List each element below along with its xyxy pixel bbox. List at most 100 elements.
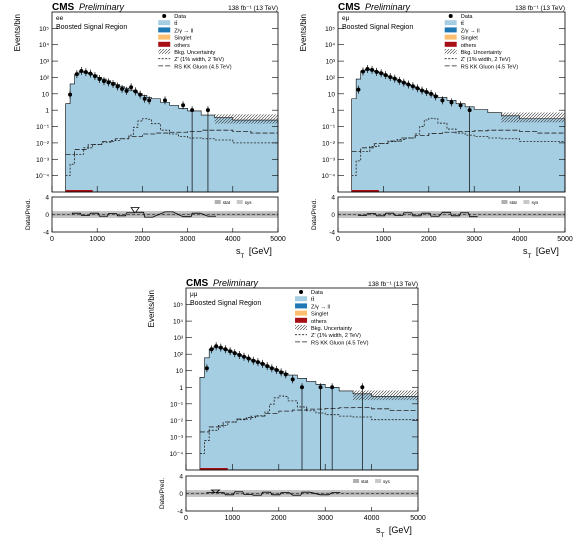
data-point — [360, 385, 365, 390]
legend-label: others — [461, 43, 477, 49]
main-frame — [185, 287, 419, 471]
data-point — [242, 354, 246, 359]
y-axis-title: Events/bin — [147, 290, 156, 327]
cms-label: CMS — [186, 278, 209, 289]
x-tick-label: 5000 — [270, 236, 286, 243]
data-point — [401, 80, 406, 85]
data-point — [406, 82, 411, 87]
y-tick-label: 10⁵ — [325, 26, 335, 33]
y-tick-label: 10³ — [40, 59, 50, 66]
legend-swatch — [444, 34, 457, 40]
y-tick-label: 10² — [40, 75, 50, 82]
y-tick-label: 10⁻¹ — [36, 124, 50, 131]
data-point — [255, 360, 260, 365]
preliminary-label: Preliminary — [213, 278, 259, 288]
legend-swatch — [158, 34, 171, 40]
ratio-frame — [185, 475, 419, 512]
x-tick-label: 4000 — [512, 236, 528, 243]
y-tick-label: 10⁴ — [325, 42, 335, 49]
data-point — [101, 79, 106, 84]
data-point — [300, 385, 304, 390]
data-point — [424, 89, 429, 94]
y-tick-label: 10⁻² — [322, 140, 336, 147]
x-tick-label: 5000 — [557, 236, 573, 243]
ratio-line — [71, 207, 216, 218]
legend-marker-data — [448, 14, 453, 18]
legend-label: RS KK Gluon (4.5 TeV) — [461, 64, 519, 70]
legend-swatch — [158, 41, 171, 47]
signal-zprime-line — [199, 395, 418, 454]
data-point — [79, 68, 84, 73]
main-frame — [337, 11, 566, 193]
data-point — [274, 368, 279, 373]
y-tick-label: 10³ — [174, 335, 184, 342]
y-tick-label: 10² — [174, 352, 184, 359]
y-tick-label: 10⁻³ — [170, 434, 184, 441]
lumi-label: 138 fb⁻¹ (13 TeV) — [368, 281, 418, 288]
ratio-legend-label: stat — [509, 200, 517, 205]
region-label: Boosted Signal Region — [342, 24, 413, 31]
legend-label: Z/γ → ll — [461, 28, 480, 34]
data-point — [467, 108, 472, 113]
data-point — [290, 377, 295, 382]
legend-label: tt̄ — [311, 297, 315, 304]
data-point — [228, 349, 233, 354]
data-point — [111, 81, 116, 86]
data-point — [360, 69, 365, 74]
data-point — [365, 66, 370, 71]
data-point — [88, 71, 93, 76]
x-tick-label: 0 — [184, 515, 188, 522]
ratio-legend-swatch — [501, 200, 508, 204]
legend-label: Z' (1% width, 2 TeV) — [311, 333, 361, 339]
data-point — [181, 103, 186, 108]
data-point — [370, 67, 375, 72]
data-point — [92, 74, 97, 79]
legend-swatch — [295, 317, 308, 323]
x-tick-label: 3000 — [180, 236, 196, 243]
data-point — [115, 84, 120, 89]
legend-swatch — [444, 20, 457, 26]
legend-label: others — [311, 319, 327, 325]
ratio-tick-label: 0 — [179, 491, 183, 498]
x-axis-title: sT [GeV] — [523, 246, 559, 260]
x-tick-label: 2000 — [135, 236, 151, 243]
legend-label: RS KK Gluon (4.5 TeV) — [311, 340, 369, 346]
lumi-label: 138 fb⁻¹ (13 TeV) — [228, 5, 278, 12]
data-point — [383, 73, 388, 78]
data-point — [419, 88, 424, 93]
legend-swatch-hatch — [444, 49, 457, 54]
ratio-tick-label: -4 — [177, 509, 183, 516]
legend-label: tt̄ — [174, 21, 178, 28]
signal-zprime-line — [351, 117, 565, 177]
x-tick-label: 0 — [336, 236, 340, 243]
legend-label: tt̄ — [461, 21, 465, 28]
data-point — [449, 100, 454, 105]
data-point — [223, 347, 228, 352]
data-point — [120, 86, 125, 91]
data-point — [440, 98, 445, 103]
legend-label: Z' (1% width, 2 TeV) — [461, 57, 511, 63]
channel-label: μμ — [190, 291, 198, 298]
y-tick-label: 10⁻³ — [322, 157, 336, 164]
data-point — [246, 356, 251, 361]
legend-label: Bkg. Uncertainty — [174, 50, 215, 56]
legend-label: Bkg. Uncertainty — [461, 50, 502, 56]
y-tick-label: 10⁻³ — [36, 157, 50, 164]
ratio-line — [206, 489, 341, 496]
y-tick-label: 1 — [45, 108, 49, 115]
x-axis-title: sT [GeV] — [376, 525, 412, 539]
data-point — [260, 361, 265, 366]
data-point — [218, 345, 223, 350]
preliminary-label: Preliminary — [79, 2, 125, 12]
ratio-tick-label: 4 — [179, 474, 183, 481]
y-tick-label: 10 — [328, 91, 336, 98]
data-point — [237, 352, 242, 357]
ratio-y-title: Data/Pred. — [25, 199, 32, 230]
data-point — [458, 103, 463, 108]
channel-label: ee — [56, 15, 64, 22]
legend-swatch — [295, 296, 308, 302]
data-point — [330, 385, 335, 390]
preliminary-label: Preliminary — [365, 2, 411, 12]
ratio-y-title: Data/Pred. — [159, 478, 166, 509]
y-tick-label: 1 — [179, 385, 183, 392]
